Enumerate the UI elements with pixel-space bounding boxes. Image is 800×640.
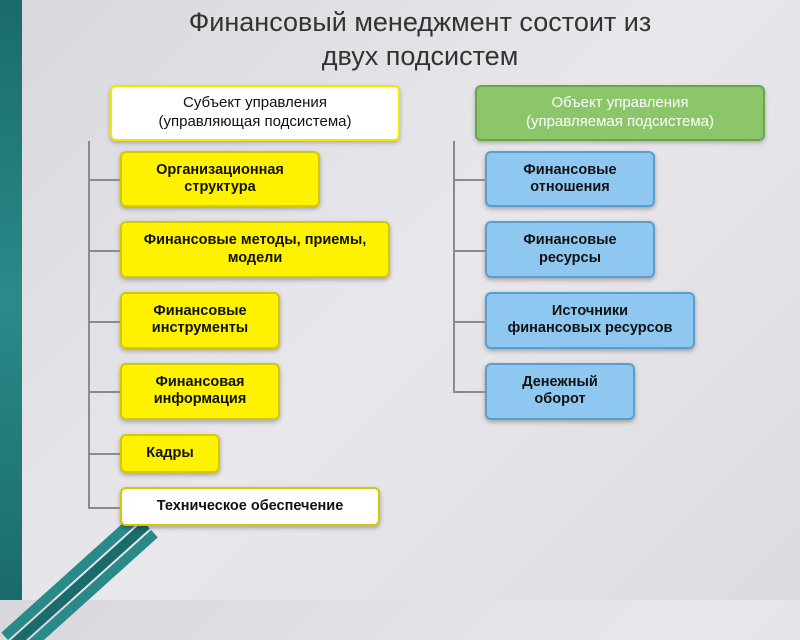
item-text-l2: финансовых ресурсов: [508, 320, 673, 336]
right-item-row: Денежныйоборот: [435, 363, 775, 420]
item-text-l1: Кадры: [146, 445, 194, 461]
left-item-row: Организационнаяструктура: [70, 151, 410, 208]
item-text-l1: Организационная: [156, 162, 284, 178]
object-header-l2: (управляемая подсистема): [526, 113, 714, 130]
subject-header-l1: Субъект управления: [183, 94, 327, 111]
branch-icon: [453, 391, 485, 393]
title-line2: двух подсистем: [322, 41, 519, 71]
item-text-l1: Денежный: [522, 374, 598, 390]
branch-icon: [88, 321, 120, 323]
left-item-box: Финансоваяинформация: [120, 363, 280, 420]
right-item-box: Финансовые ресурсы: [485, 221, 655, 278]
left-item-box: Техническое обеспечение: [120, 487, 380, 526]
left-item-box: Организационнаяструктура: [120, 151, 320, 208]
left-item-row: Финансовыеинструменты: [70, 292, 410, 349]
right-item-row: Финансовые ресурсы: [435, 221, 775, 278]
item-text-l2: ресурсы: [539, 250, 601, 266]
object-column: Объект управления (управляемая подсистем…: [435, 85, 775, 434]
right-item-box: Источникифинансовых ресурсов: [485, 292, 695, 349]
item-text-l2: инструменты: [152, 320, 248, 336]
item-text-l2: структура: [184, 179, 255, 195]
item-text-l1: Источники: [552, 303, 628, 319]
branch-icon: [453, 250, 485, 252]
item-text-l1: Финансовые: [523, 162, 616, 178]
branch-icon: [88, 179, 120, 181]
item-text-l2: информация: [154, 391, 247, 407]
left-item-box: Финансовые методы, приемы, модели: [120, 221, 390, 278]
branch-icon: [453, 179, 485, 181]
subject-column: Субъект управления (управляющая подсисте…: [70, 85, 410, 540]
item-text-l1: Финансовые: [523, 232, 616, 248]
item-text-l1: Техническое обеспечение: [157, 498, 344, 514]
right-item-box: Денежныйоборот: [485, 363, 635, 420]
object-items: ФинансовыеотношенияФинансовыересурсыИсто…: [435, 151, 775, 420]
right-item-box: Финансовыеотношения: [485, 151, 655, 208]
right-item-row: Финансовыеотношения: [435, 151, 775, 208]
left-item-row: Кадры: [70, 434, 410, 473]
object-header: Объект управления (управляемая подсистем…: [475, 85, 765, 141]
branch-icon: [88, 250, 120, 252]
right-item-row: Источникифинансовых ресурсов: [435, 292, 775, 349]
branch-icon: [88, 453, 120, 455]
title-line1: Финансовый менеджмент состоит из: [189, 7, 652, 37]
page-title: Финансовый менеджмент состоит из двух по…: [80, 6, 760, 74]
branch-icon: [88, 507, 120, 509]
subject-header-l2: (управляющая подсистема): [159, 113, 352, 130]
branch-icon: [88, 391, 120, 393]
branch-icon: [453, 321, 485, 323]
left-item-row: Техническое обеспечение: [70, 487, 410, 526]
left-item-box: Кадры: [120, 434, 220, 473]
left-item-row: Финансоваяинформация: [70, 363, 410, 420]
left-item-row: Финансовые методы, приемы, модели: [70, 221, 410, 278]
item-text-l2: отношения: [530, 179, 610, 195]
item-text-l2: модели: [228, 250, 283, 266]
accent-bar: [0, 0, 22, 600]
item-text-l1: Финансовые: [153, 303, 246, 319]
left-item-box: Финансовыеинструменты: [120, 292, 280, 349]
subject-items: Организационнаяструктура Финансовые метод…: [70, 151, 410, 527]
subject-header: Субъект управления (управляющая подсисте…: [110, 85, 400, 141]
item-text-l2: оборот: [534, 391, 585, 407]
item-text-l1: Финансовые методы, приемы,: [144, 232, 367, 248]
item-text-l1: Финансовая: [155, 374, 244, 390]
object-header-l1: Объект управления: [551, 94, 688, 111]
